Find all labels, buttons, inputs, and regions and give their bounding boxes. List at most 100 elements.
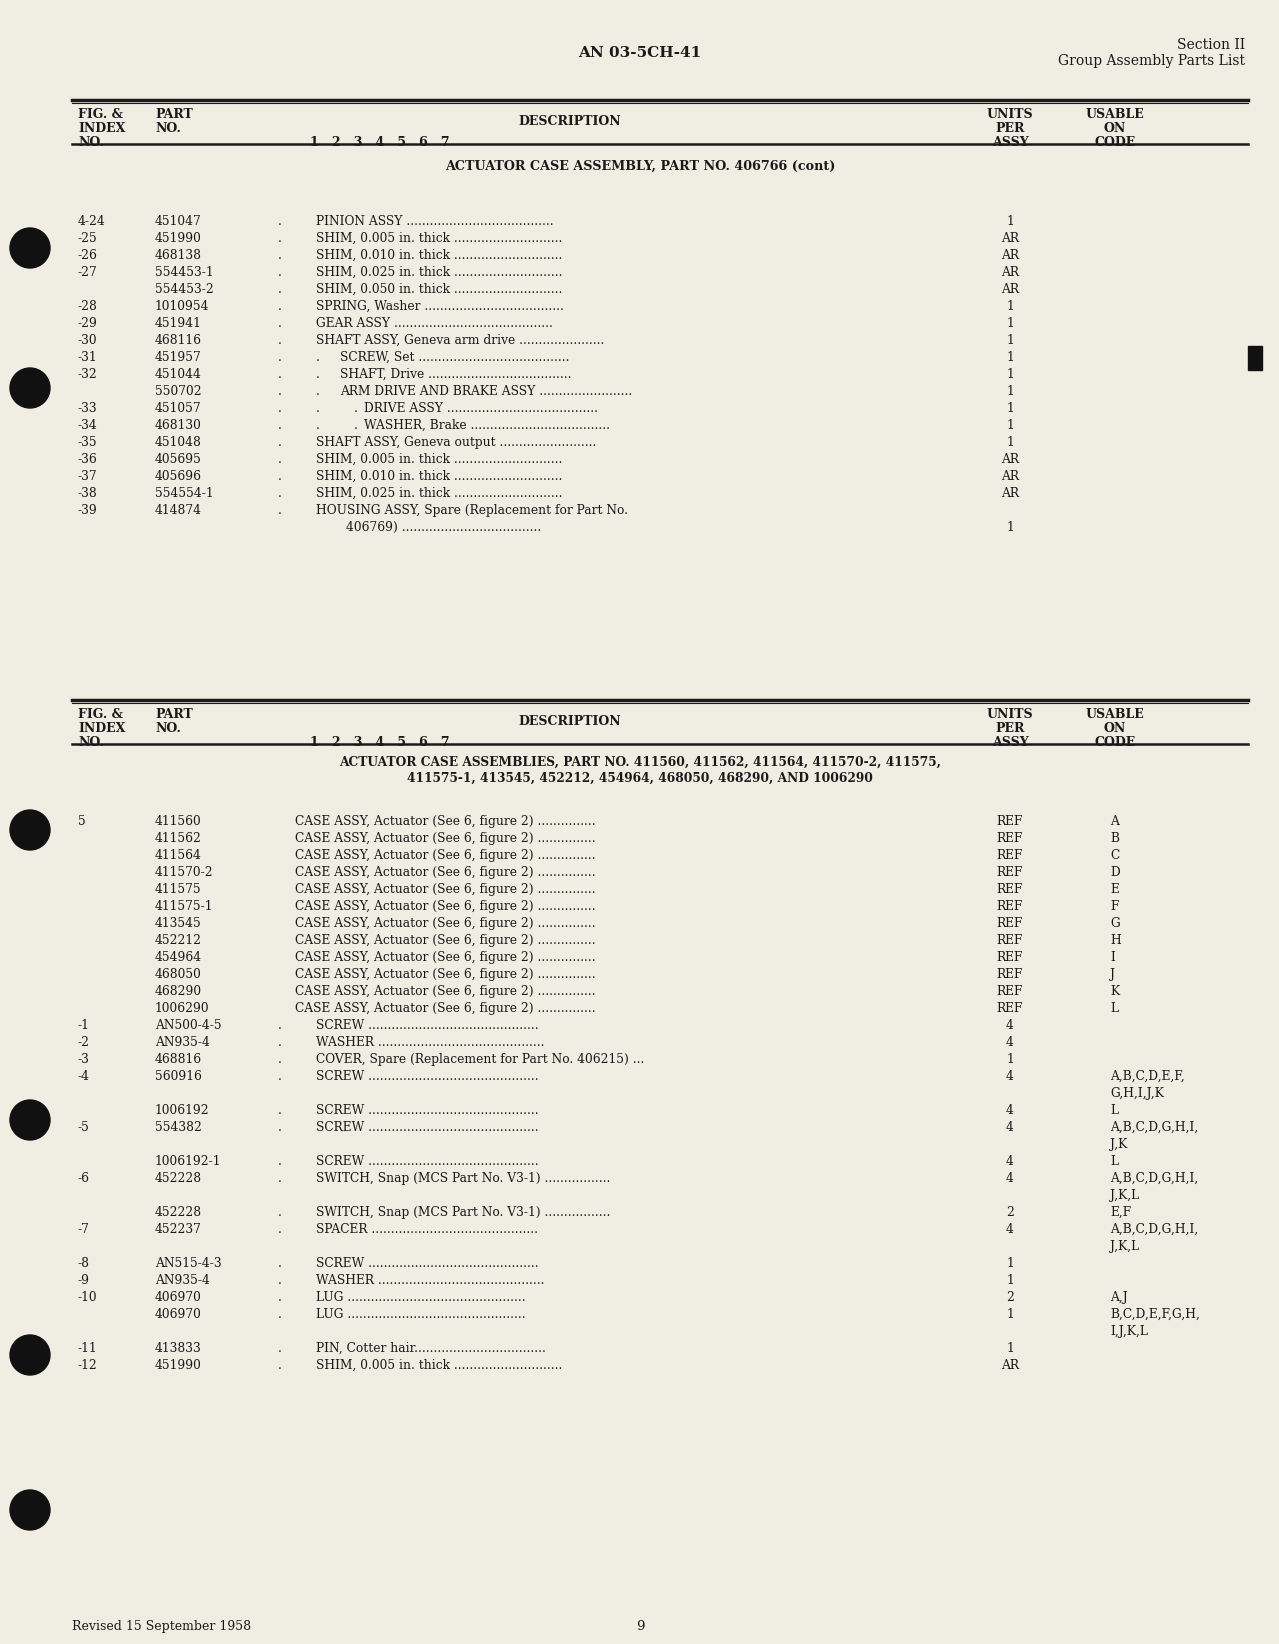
Text: 468290: 468290 xyxy=(155,985,202,998)
Text: AR: AR xyxy=(1001,248,1019,261)
Text: 1: 1 xyxy=(1007,419,1014,432)
Text: NO.: NO. xyxy=(155,722,180,735)
Text: -26: -26 xyxy=(78,248,98,261)
Text: 468116: 468116 xyxy=(155,334,202,347)
Text: SCREW ............................................: SCREW ..................................… xyxy=(316,1105,538,1116)
Bar xyxy=(1248,345,1262,370)
Text: WASHER, Brake ....................................: WASHER, Brake ..........................… xyxy=(365,419,610,432)
Text: 406769) ....................................: 406769) ................................… xyxy=(347,521,541,534)
Text: -31: -31 xyxy=(78,352,97,363)
Text: 452237: 452237 xyxy=(155,1223,202,1236)
Text: 451044: 451044 xyxy=(155,368,202,381)
Text: AN935-4: AN935-4 xyxy=(155,1274,210,1287)
Text: SCREW ............................................: SCREW ..................................… xyxy=(316,1070,538,1083)
Text: CASE ASSY, Actuator (See 6, figure 2) ...............: CASE ASSY, Actuator (See 6, figure 2) ..… xyxy=(295,815,596,829)
Text: H: H xyxy=(1110,934,1120,947)
Text: A,B,C,D,G,H,I,: A,B,C,D,G,H,I, xyxy=(1110,1121,1198,1134)
Text: CASE ASSY, Actuator (See 6, figure 2) ...............: CASE ASSY, Actuator (See 6, figure 2) ..… xyxy=(295,899,596,912)
Text: 413833: 413833 xyxy=(155,1342,202,1355)
Text: -11: -11 xyxy=(78,1342,97,1355)
Circle shape xyxy=(10,229,50,268)
Text: UNITS: UNITS xyxy=(986,709,1033,722)
Text: CASE ASSY, Actuator (See 6, figure 2) ...............: CASE ASSY, Actuator (See 6, figure 2) ..… xyxy=(295,848,596,861)
Text: .: . xyxy=(278,368,281,381)
Text: -35: -35 xyxy=(78,436,97,449)
Text: .: . xyxy=(278,1223,281,1236)
Text: 411575-1: 411575-1 xyxy=(155,899,214,912)
Text: K: K xyxy=(1110,985,1119,998)
Text: SPACER ...........................................: SPACER .................................… xyxy=(316,1223,538,1236)
Text: REF: REF xyxy=(996,815,1023,829)
Text: 1: 1 xyxy=(1007,299,1014,312)
Text: REF: REF xyxy=(996,1001,1023,1014)
Text: REF: REF xyxy=(996,917,1023,931)
Text: SHAFT ASSY, Geneva output .........................: SHAFT ASSY, Geneva output ..............… xyxy=(316,436,596,449)
Text: 405695: 405695 xyxy=(155,454,202,465)
Text: L: L xyxy=(1110,1156,1118,1167)
Text: 1: 1 xyxy=(1007,368,1014,381)
Text: AN 03-5CH-41: AN 03-5CH-41 xyxy=(578,46,702,59)
Text: SHIM, 0.005 in. thick ............................: SHIM, 0.005 in. thick ..................… xyxy=(316,1360,563,1373)
Text: 468816: 468816 xyxy=(155,1054,202,1065)
Text: 452212: 452212 xyxy=(155,934,202,947)
Text: AR: AR xyxy=(1001,470,1019,483)
Text: 4: 4 xyxy=(1007,1223,1014,1236)
Text: C: C xyxy=(1110,848,1119,861)
Text: .: . xyxy=(316,368,320,381)
Text: CASE ASSY, Actuator (See 6, figure 2) ...............: CASE ASSY, Actuator (See 6, figure 2) ..… xyxy=(295,866,596,880)
Text: 454964: 454964 xyxy=(155,950,202,963)
Text: -1: -1 xyxy=(78,1019,90,1032)
Text: -9: -9 xyxy=(78,1274,90,1287)
Text: SWITCH, Snap (MCS Part No. V3-1) .................: SWITCH, Snap (MCS Part No. V3-1) .......… xyxy=(316,1172,610,1185)
Text: -32: -32 xyxy=(78,368,97,381)
Text: -8: -8 xyxy=(78,1258,90,1271)
Text: -39: -39 xyxy=(78,505,97,516)
Text: REF: REF xyxy=(996,883,1023,896)
Text: .: . xyxy=(278,1309,281,1322)
Text: REF: REF xyxy=(996,899,1023,912)
Text: F: F xyxy=(1110,899,1118,912)
Text: .: . xyxy=(316,403,320,414)
Text: AR: AR xyxy=(1001,1360,1019,1373)
Text: FIG. &: FIG. & xyxy=(78,109,123,122)
Text: FIG. &: FIG. & xyxy=(78,709,123,722)
Text: DESCRIPTION: DESCRIPTION xyxy=(519,715,622,728)
Text: AR: AR xyxy=(1001,283,1019,296)
Text: 4-24: 4-24 xyxy=(78,215,106,229)
Text: 1: 1 xyxy=(1007,1342,1014,1355)
Text: 1: 1 xyxy=(1007,403,1014,414)
Text: .: . xyxy=(278,283,281,296)
Text: USABLE: USABLE xyxy=(1086,709,1145,722)
Text: B,C,D,E,F,G,H,: B,C,D,E,F,G,H, xyxy=(1110,1309,1200,1322)
Text: 1   2   3   4   5   6   7: 1 2 3 4 5 6 7 xyxy=(310,136,450,150)
Text: 411562: 411562 xyxy=(155,832,202,845)
Text: SCREW ............................................: SCREW ..................................… xyxy=(316,1156,538,1167)
Circle shape xyxy=(10,1489,50,1531)
Text: 1   2   3   4   5   6   7: 1 2 3 4 5 6 7 xyxy=(310,737,450,750)
Text: 411564: 411564 xyxy=(155,848,202,861)
Text: ARM DRIVE AND BRAKE ASSY ........................: ARM DRIVE AND BRAKE ASSY ...............… xyxy=(340,385,632,398)
Text: USABLE: USABLE xyxy=(1086,109,1145,122)
Text: .: . xyxy=(278,334,281,347)
Text: 405696: 405696 xyxy=(155,470,202,483)
Text: PIN, Cotter hair..................................: PIN, Cotter hair........................… xyxy=(316,1342,546,1355)
Text: 451047: 451047 xyxy=(155,215,202,229)
Text: .: . xyxy=(316,385,320,398)
Text: 1: 1 xyxy=(1007,521,1014,534)
Text: Revised 15 September 1958: Revised 15 September 1958 xyxy=(72,1619,251,1632)
Text: 1: 1 xyxy=(1007,334,1014,347)
Text: .: . xyxy=(278,1156,281,1167)
Text: SHAFT ASSY, Geneva arm drive ......................: SHAFT ASSY, Geneva arm drive ...........… xyxy=(316,334,605,347)
Text: REF: REF xyxy=(996,950,1023,963)
Text: A: A xyxy=(1110,815,1119,829)
Text: -10: -10 xyxy=(78,1291,97,1304)
Text: .: . xyxy=(278,299,281,312)
Text: A,B,C,D,G,H,I,: A,B,C,D,G,H,I, xyxy=(1110,1172,1198,1185)
Text: -25: -25 xyxy=(78,232,97,245)
Text: -6: -6 xyxy=(78,1172,90,1185)
Text: .: . xyxy=(278,215,281,229)
Text: REF: REF xyxy=(996,934,1023,947)
Text: SWITCH, Snap (MCS Part No. V3-1) .................: SWITCH, Snap (MCS Part No. V3-1) .......… xyxy=(316,1207,610,1218)
Text: .: . xyxy=(278,317,281,330)
Text: SHIM, 0.005 in. thick ............................: SHIM, 0.005 in. thick ..................… xyxy=(316,232,563,245)
